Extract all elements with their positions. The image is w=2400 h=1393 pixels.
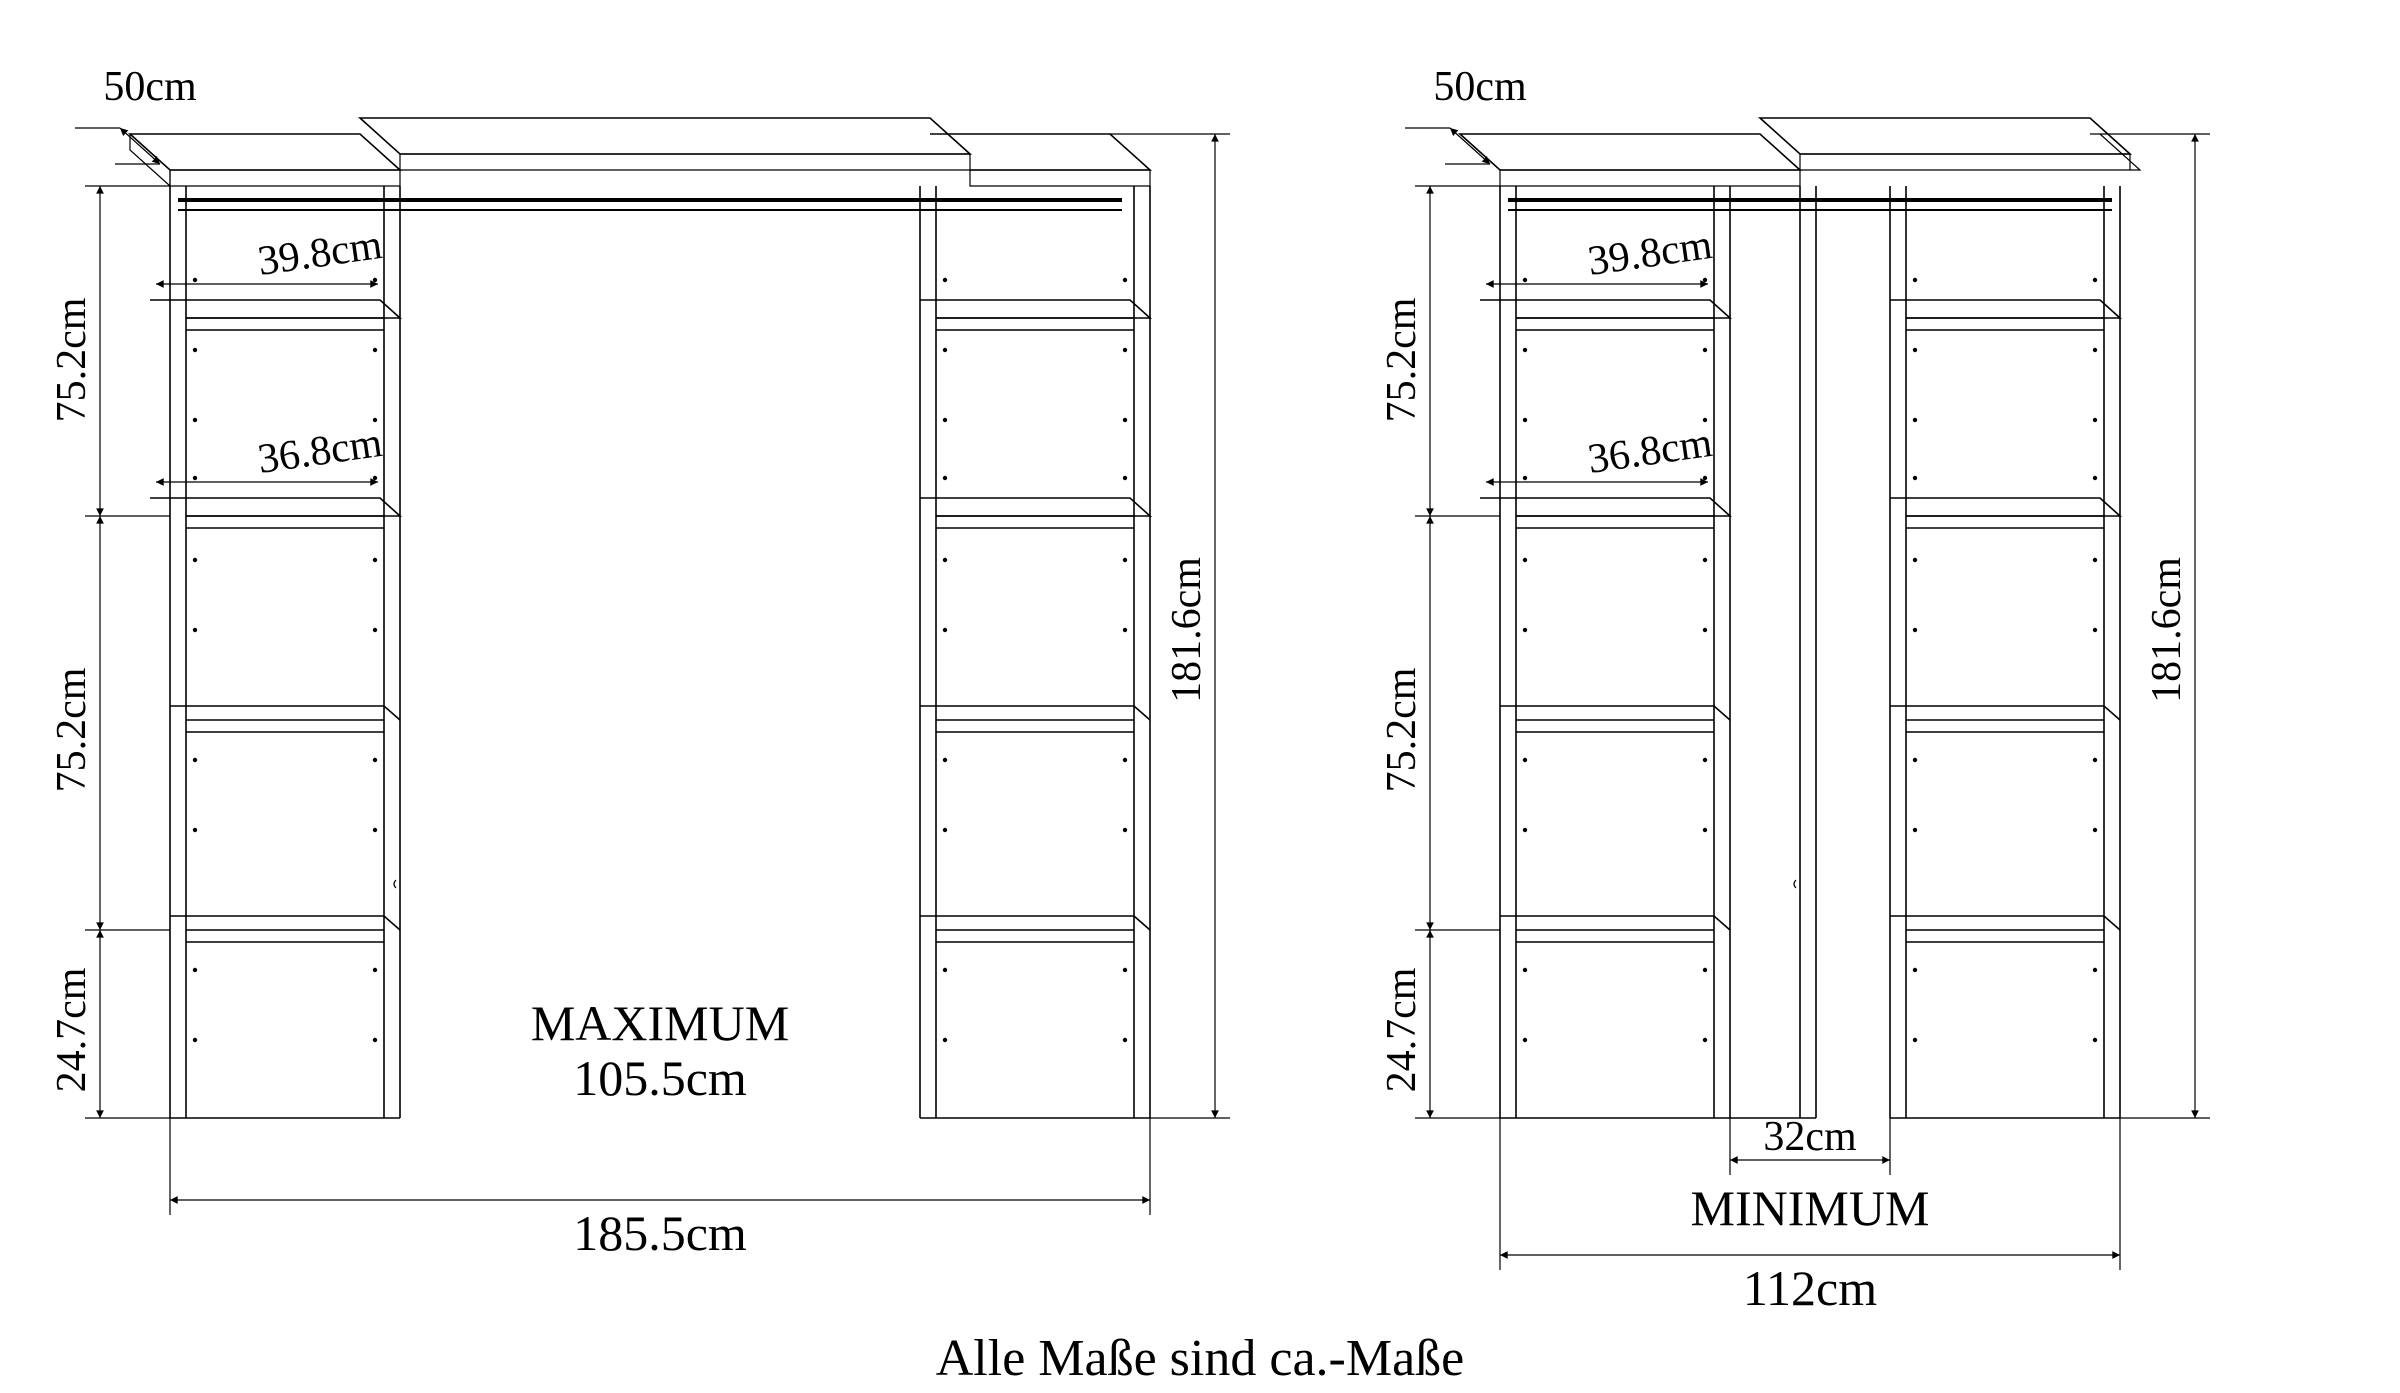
dim-h-bot-right: 24.7cm <box>1379 967 1425 1092</box>
dim-gap-right: 32cm <box>1763 1114 1857 1160</box>
dim-width-total-left: 185.5cm <box>573 1205 747 1261</box>
page: { "canvas": { "width": 2400, "height": 1… <box>0 0 2400 1393</box>
dim-height-total-left: 181.6cm <box>1164 557 1210 703</box>
technical-drawing: 50cm 39.8cm 36.8cm 75.2cm 75.2cm 24.7cm … <box>0 0 2400 1393</box>
dim-shelf-lower-right: 36.8cm <box>1585 420 1715 483</box>
dim-shelf-upper-left: 39.8cm <box>255 222 385 285</box>
title-min-width: 112cm <box>1743 1260 1877 1316</box>
title-max: MAXIMUM <box>531 995 789 1051</box>
left-wardrobe-drawing: 50cm 39.8cm 36.8cm 75.2cm 75.2cm 24.7cm … <box>49 64 1230 1261</box>
dim-h-mid-right: 75.2cm <box>1379 667 1425 792</box>
dim-h-top-left: 75.2cm <box>49 297 95 422</box>
dim-shelf-lower-left: 36.8cm <box>255 420 385 483</box>
dim-height-total-right: 181.6cm <box>2144 557 2190 703</box>
dim-h-mid-left: 75.2cm <box>49 667 95 792</box>
dim-depth-right: 50cm <box>1433 64 1527 110</box>
dim-h-top-right: 75.2cm <box>1379 297 1425 422</box>
dim-h-bot-left: 24.7cm <box>49 967 95 1092</box>
title-min: MINIMUM <box>1691 1180 1930 1236</box>
title-max-width: 105.5cm <box>573 1050 747 1106</box>
dim-shelf-upper-right: 39.8cm <box>1585 222 1715 285</box>
footer-note: Alle Maße sind ca.-Maße <box>936 1330 1464 1387</box>
right-wardrobe-drawing: 50cm 39.8cm 36.8cm 75.2cm 75.2cm 24.7cm … <box>1379 64 2210 1316</box>
dim-depth-left: 50cm <box>103 64 197 110</box>
